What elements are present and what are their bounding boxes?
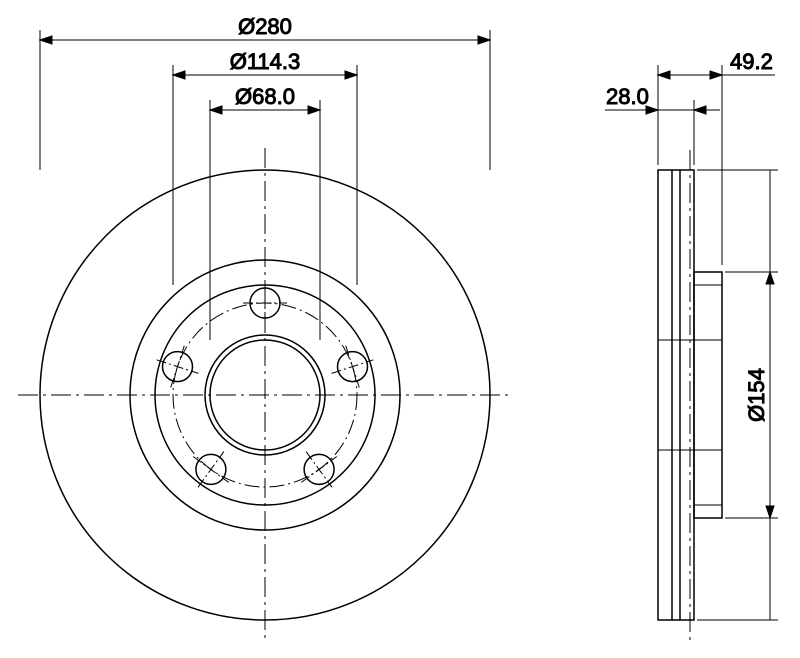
dim-49-2: 49.2	[730, 49, 773, 74]
dim-d68: Ø68.0	[235, 84, 295, 109]
dim-d114: Ø114.3	[230, 49, 301, 74]
front-view	[18, 148, 512, 642]
side-dimensions: 49.2 28.0 Ø154	[605, 49, 778, 620]
technical-drawing: Ø280 Ø114.3 Ø68.0	[0, 0, 800, 658]
dim-d280: Ø280	[238, 14, 292, 39]
front-dimensions: Ø280 Ø114.3 Ø68.0	[40, 14, 490, 114]
dim-28: 28.0	[606, 84, 649, 109]
dim-d154: Ø154	[744, 368, 769, 422]
side-view	[658, 150, 722, 642]
